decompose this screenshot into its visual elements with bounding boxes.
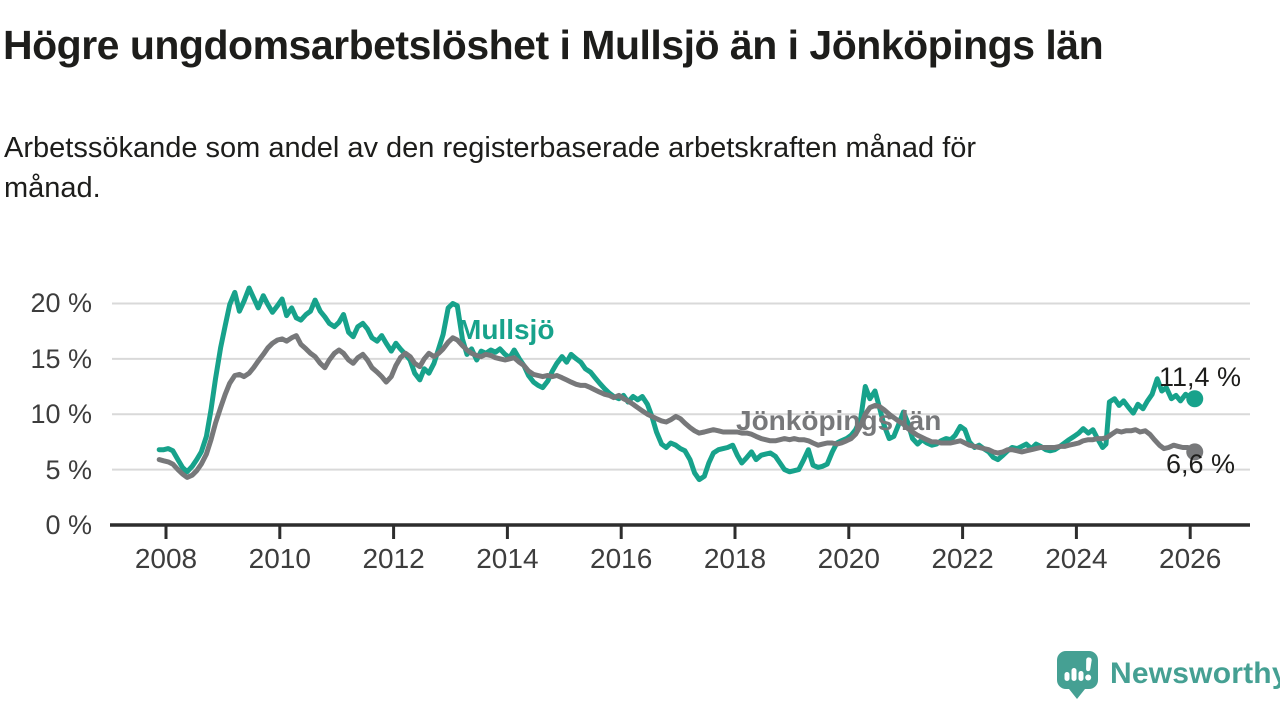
y-tick-label: 5 % [45,454,92,485]
y-tick-label: 20 % [30,288,92,319]
y-tick-label: 10 % [30,399,92,430]
newsworthy-logo-icon [1057,651,1098,699]
x-tick-label: 2012 [362,543,425,574]
x-tick-label: 2016 [590,543,653,574]
x-tick-label: 2020 [817,543,880,574]
x-tick-label: 2024 [1045,543,1108,574]
newsworthy-logo-text: Newsworthy [1110,657,1280,690]
series-end-dot-0 [1186,390,1204,408]
end-value-label-jonkopings-lan: 6,6 % [1166,449,1236,479]
page-title: Högre ungdomsarbetslöshet i Mullsjö än i… [3,22,1104,68]
series-line-0 [156,285,1198,483]
series-end-dot-1 [1186,443,1204,461]
x-tick-label: 2010 [248,543,311,574]
series-label-mullsjo: Mullsjö [458,314,555,345]
series-label-jonkopings-lan: Jönköpings län [736,405,942,436]
y-tick-label: 0 % [45,510,92,540]
chart-subtitle: Arbetssökande som andel av den registerb… [4,128,976,208]
subtitle-line-1: Arbetssökande som andel av den registerb… [4,132,977,164]
x-tick-label: 2026 [1159,543,1222,574]
x-tick-label: 2018 [703,543,767,574]
subtitle-line-2: månad. [4,172,101,204]
series-line-1 [156,333,1198,480]
end-value-label-mullsjo: 11,4 % [1159,362,1242,392]
x-tick-label: 2014 [476,543,539,574]
x-tick-label: 2022 [931,543,994,574]
x-tick-label: 2008 [134,543,198,574]
newsworthy-logo: Newsworthy [1054,648,1280,700]
y-tick-label: 15 % [30,343,92,374]
